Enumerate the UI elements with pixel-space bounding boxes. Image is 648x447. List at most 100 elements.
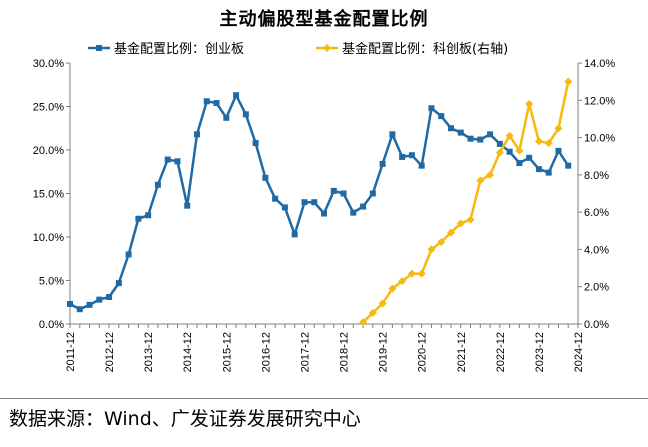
x-tick-label: 2011-12	[65, 332, 77, 372]
series-2-point	[505, 131, 514, 140]
series-1-point	[125, 251, 132, 258]
x-tick-label: 2015-12	[221, 332, 233, 372]
legend-marker-square	[96, 45, 102, 51]
series-1-point	[184, 202, 191, 209]
series-1-point	[223, 114, 230, 121]
series-1-point	[174, 158, 181, 165]
x-tick-label: 2019-12	[378, 332, 390, 372]
series-2-point	[447, 228, 455, 237]
series-1-point	[545, 169, 552, 176]
series-2-point	[515, 146, 524, 155]
legend-label-1: 基金配置比例：创业板	[114, 41, 244, 57]
series-1-point	[487, 131, 494, 138]
series-1-point	[477, 136, 484, 143]
x-tick-label: 2016-12	[260, 332, 272, 372]
series-2-point	[359, 318, 368, 327]
legend-marker-diamond	[323, 44, 331, 52]
legend-label-2: 基金配置比例：科创板(右轴)	[342, 41, 508, 57]
series-1-point	[242, 111, 249, 118]
x-tick-label: 2013-12	[143, 332, 155, 372]
series-2-point	[368, 308, 377, 317]
left-y-tick-label: 15.0%	[33, 189, 64, 201]
series-1-point	[281, 204, 288, 211]
series-2-point	[554, 124, 563, 133]
left-y-tick-label: 20.0%	[33, 145, 64, 157]
series-1-point	[516, 160, 523, 167]
x-tick-label: 2012-12	[104, 332, 116, 372]
series-layer	[67, 77, 573, 327]
axes: 0.0% 5.0% 10.0% 15.0% 20.0% 25.0% 30.0% 0.0% 2.0…	[33, 58, 616, 372]
x-tick-label: 2023-12	[534, 332, 546, 372]
series-1-point	[369, 190, 376, 197]
series-1-point	[301, 199, 308, 206]
series-1-point	[115, 280, 122, 287]
right-y-tick-label: 2.0%	[584, 282, 609, 294]
x-tick-label: 2021-12	[456, 332, 468, 372]
right-y-tick-label: 4.0%	[584, 244, 609, 256]
series-2-point	[417, 269, 426, 278]
series-2-point	[486, 170, 495, 179]
series-line-2	[362, 81, 570, 324]
right-y-tick-label: 0.0%	[584, 319, 609, 331]
right-y-tick-label: 12.0%	[584, 95, 615, 107]
series-1-point	[350, 209, 357, 216]
right-y-tick-label: 6.0%	[584, 207, 609, 219]
series-1-point	[252, 140, 259, 147]
series-1-point	[233, 92, 240, 99]
series-1-point	[272, 195, 279, 202]
series-1-point	[213, 100, 220, 107]
series-1-point	[145, 212, 152, 219]
series-1-point	[106, 294, 113, 301]
series-2-point	[476, 176, 485, 185]
right-y-tick-label: 8.0%	[584, 170, 609, 182]
series-1-point	[154, 181, 161, 188]
series-1-point	[262, 174, 269, 181]
series-1-point	[96, 296, 103, 303]
series-1-point	[428, 105, 435, 112]
series-1-point	[467, 135, 474, 142]
source-note: 数据来源：Wind、广发证券发展研究中心	[9, 408, 361, 430]
series-1-point	[321, 210, 327, 217]
series-2-point	[427, 245, 436, 254]
series-2-point	[398, 277, 407, 286]
line-chart: 0.0% 5.0% 10.0% 15.0% 20.0% 25.0% 30.0% 0.0% 2.0…	[33, 41, 616, 372]
series-1-point	[389, 131, 396, 138]
x-tick-label: 2022-12	[495, 332, 507, 372]
series-1-point	[360, 203, 367, 210]
x-tick-label: 2024-12	[573, 332, 585, 372]
series-1-point	[526, 154, 533, 161]
x-tick-label: 2018-12	[339, 332, 351, 372]
series-1-point	[194, 131, 200, 138]
series-2-point	[495, 148, 504, 157]
left-y-tick-label: 0.0%	[39, 319, 64, 331]
series-1-point	[565, 162, 572, 169]
series-1-point	[330, 187, 337, 194]
right-y-tick-label: 10.0%	[584, 133, 615, 145]
series-2-point	[466, 215, 475, 224]
left-y-tick-label: 30.0%	[33, 58, 64, 70]
series-1-point	[438, 113, 445, 120]
series-2-point	[544, 139, 553, 148]
series-1-point	[291, 231, 298, 238]
series-2-point	[437, 237, 446, 246]
series-1-point	[496, 140, 503, 147]
left-y-tick-label: 5.0%	[39, 276, 64, 288]
x-tick-label: 2017-12	[299, 332, 311, 372]
series-2-point	[378, 299, 387, 308]
right-y-tick-label: 14.0%	[584, 58, 615, 70]
series-1-point	[408, 152, 415, 159]
series-1-point	[340, 190, 347, 197]
footer-divider	[0, 398, 648, 399]
series-line-1	[69, 93, 570, 311]
series-1-point	[457, 129, 464, 136]
series-1-point	[86, 301, 93, 308]
x-tick-label: 2020-12	[417, 332, 429, 372]
series-1-point	[448, 125, 454, 132]
x-tick-label: 2014-12	[182, 332, 194, 372]
series-1-point	[418, 162, 425, 169]
left-y-tick-label: 10.0%	[33, 232, 64, 244]
series-1-point	[135, 215, 142, 222]
series-1-point	[379, 160, 386, 167]
left-y-tick-label: 25.0%	[33, 102, 64, 114]
